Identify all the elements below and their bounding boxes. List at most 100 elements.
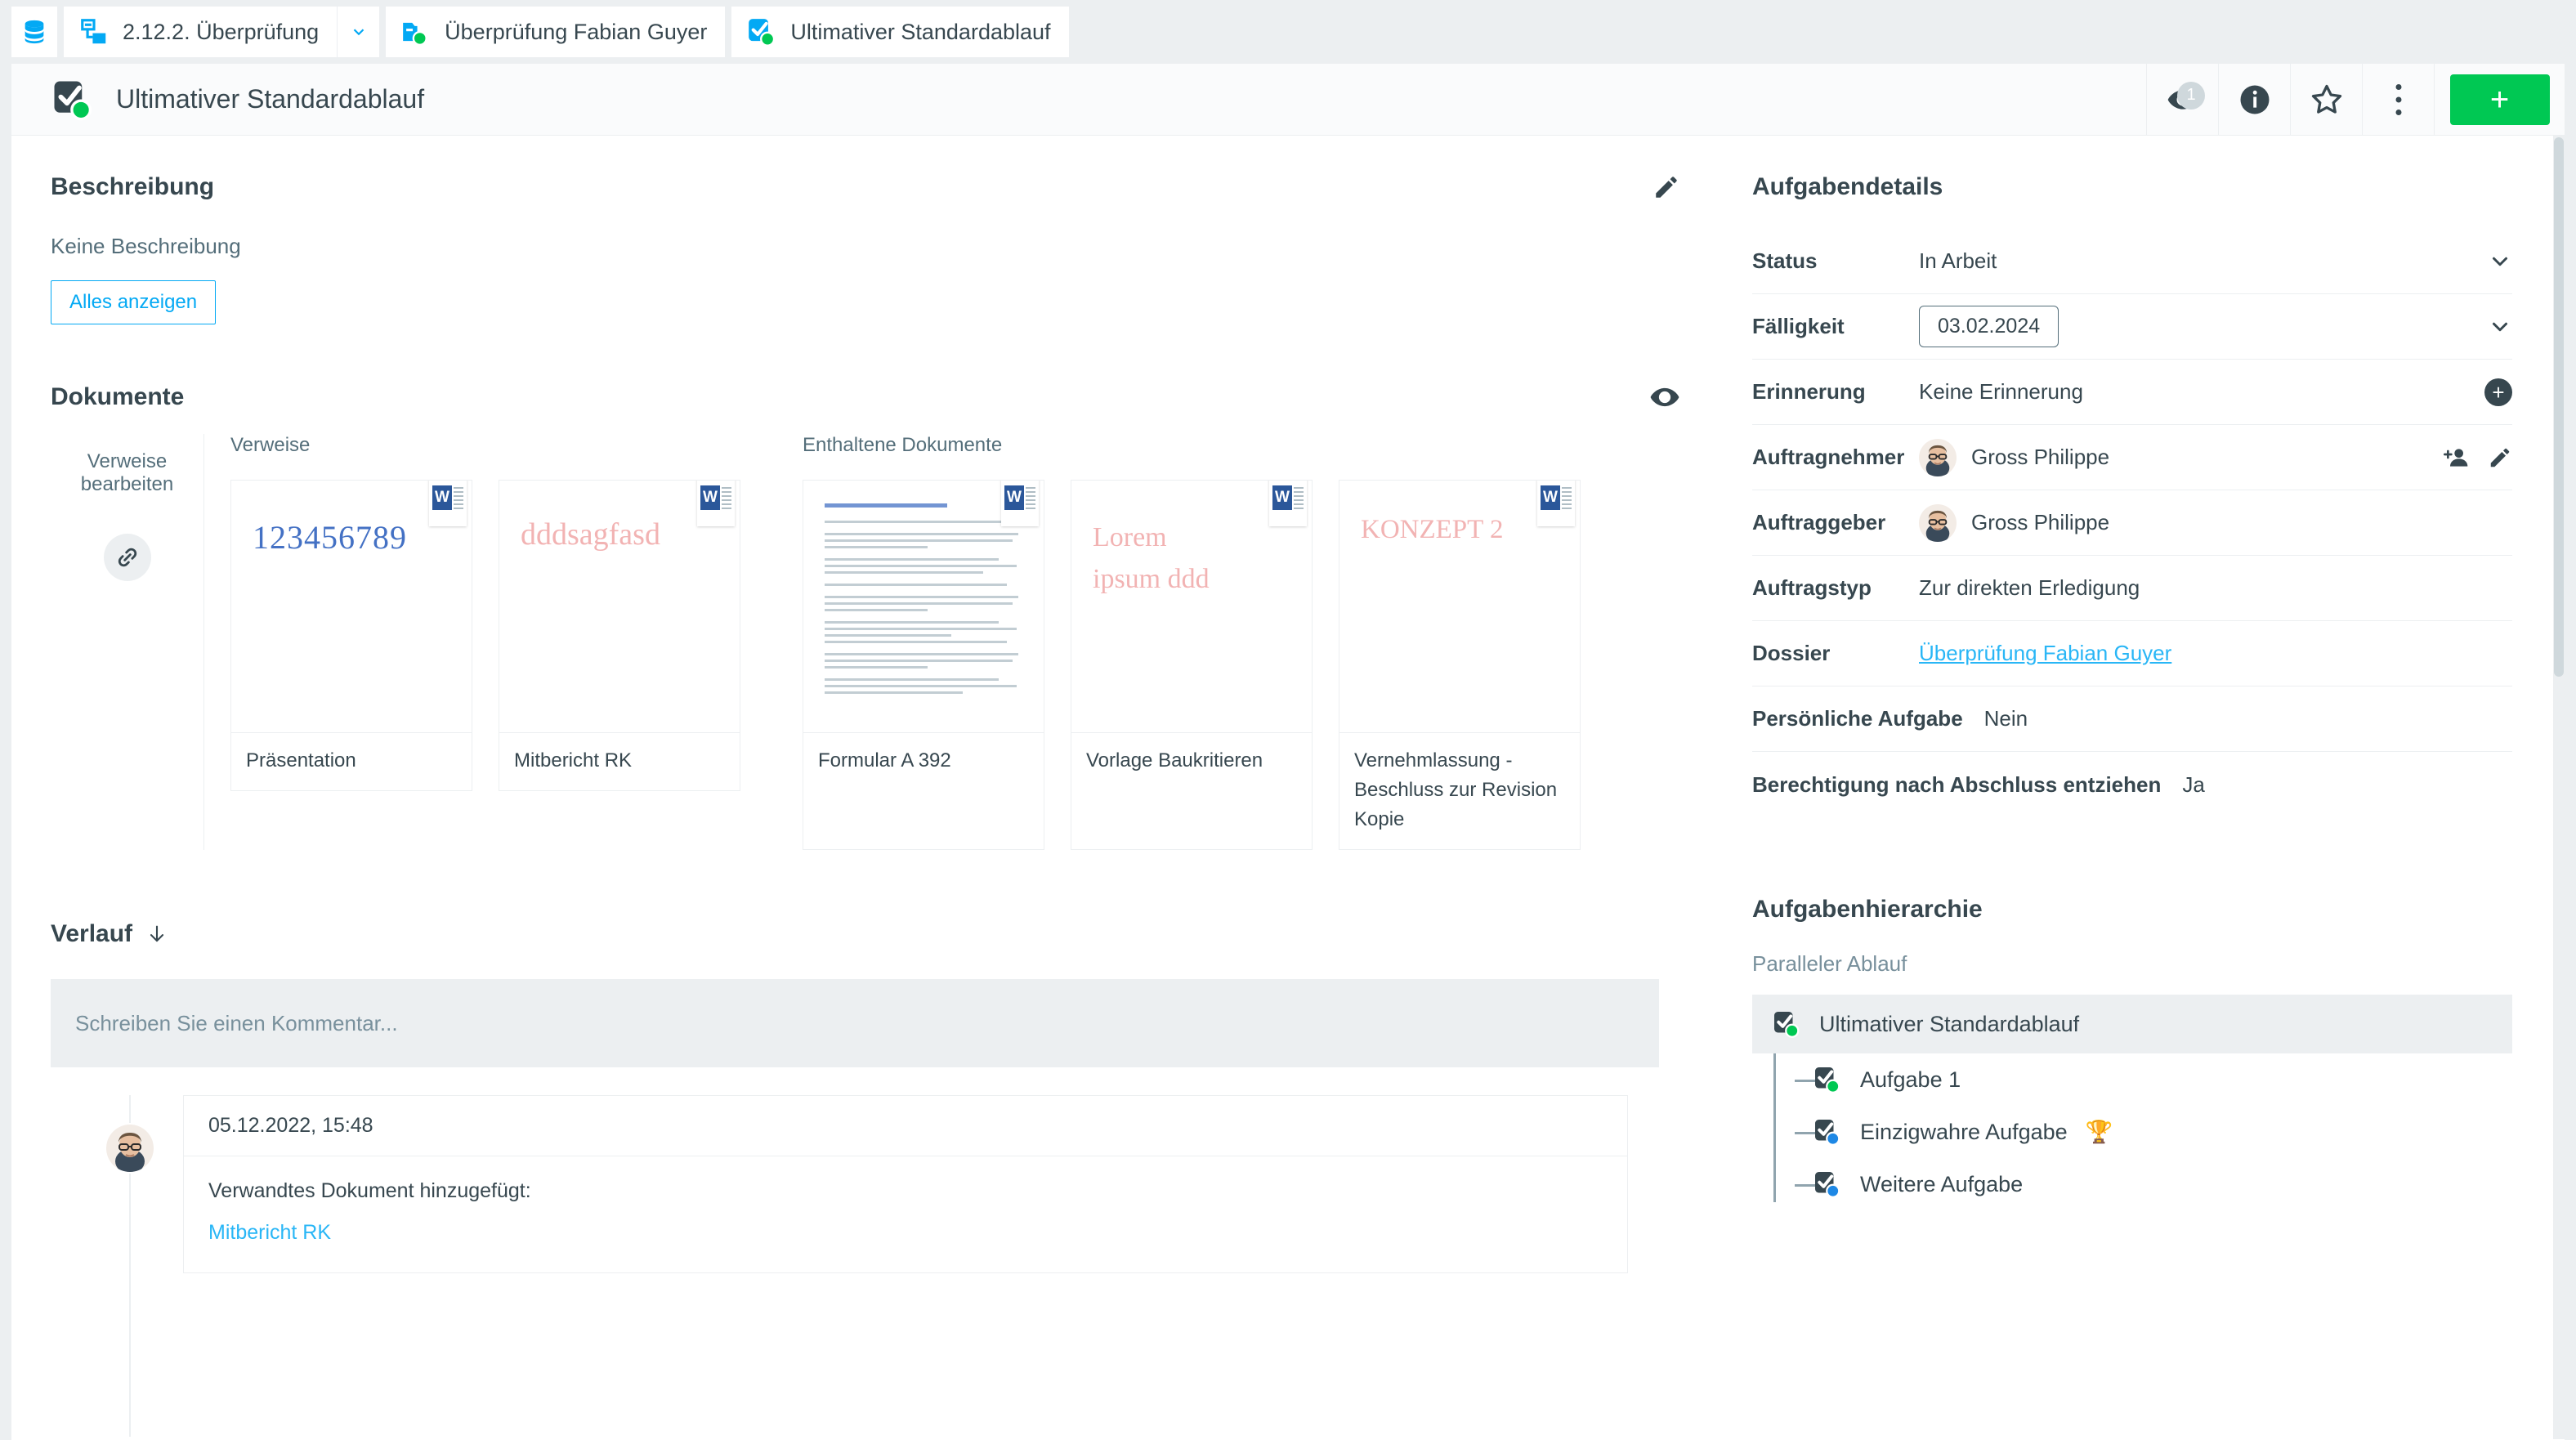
plus-circle-icon[interactable]: +: [2484, 378, 2512, 406]
left-column: Beschreibung Keine Beschreibung Alles an…: [11, 136, 1720, 1439]
link-icon[interactable]: [103, 534, 151, 581]
more-vertical-icon[interactable]: [2362, 64, 2434, 136]
right-column: Aufgabendetails Status In Arbeit: [1720, 136, 2565, 1439]
add-button[interactable]: +: [2449, 74, 2550, 125]
page-surface: Ultimativer Standardablauf 1: [11, 64, 2565, 1440]
document-caption: Formular A 392: [803, 732, 1044, 790]
file-lines: [722, 487, 731, 512]
show-all-button[interactable]: Alles anzeigen: [51, 280, 217, 324]
preview-text: 123456789: [253, 519, 407, 556]
chevron-down-icon[interactable]: [337, 7, 380, 57]
detail-row-reminder: Erinnerung Keine Erinnerung +: [1752, 360, 2512, 425]
add-button-wrap: +: [2434, 64, 2565, 136]
content-columns: Beschreibung Keine Beschreibung Alles an…: [11, 136, 2565, 1439]
document-groups: Verweise 123456789 W: [204, 434, 1720, 850]
tab-bar: 2.12.2. Überprüfung Überprüfung Fabian G…: [0, 0, 2576, 64]
history-text: Verwandtes Dokument hinzugefügt:: [208, 1179, 531, 1202]
chevron-down-icon[interactable]: [2488, 315, 2512, 339]
org-unit-icon: [78, 16, 110, 47]
watchers-count-badge: 1: [2177, 81, 2205, 110]
description-header: Beschreibung: [51, 173, 1720, 201]
document-card[interactable]: KONZEPT 2 W Vernehmlassung - Beschluss z…: [1339, 480, 1581, 850]
group-label: Enthaltene Dokumente: [803, 434, 1003, 456]
row-actions: [2488, 315, 2512, 339]
add-person-icon[interactable]: [2444, 445, 2470, 471]
preview-text: Lorem ipsum ddd: [1093, 522, 1210, 594]
tree-node-child[interactable]: Weitere Aufgabe: [1773, 1158, 2512, 1210]
tree-node-root[interactable]: Ultimativer Standardablauf: [1752, 995, 2512, 1053]
chevron-down-icon[interactable]: [2488, 249, 2512, 274]
task-details-title: Aufgabendetails: [1752, 173, 1943, 200]
hierarchy-tree: Ultimativer Standardablauf: [1752, 995, 2512, 1210]
file-lines: [1562, 487, 1572, 512]
comment-input[interactable]: Schreiben Sie einen Kommentar...: [51, 979, 1659, 1067]
row-actions: [2444, 445, 2512, 471]
eye-icon[interactable]: [1649, 382, 1680, 413]
detail-label: Auftragstyp: [1752, 575, 1872, 600]
detail-value: Keine Erinnerung: [1919, 379, 2083, 404]
document-caption: Vernehmlassung - Beschluss zur Revision …: [1339, 732, 1580, 849]
thumb-list: W Formular A 392 Lorem ipsum: [803, 480, 1581, 850]
word-letter: W: [1272, 485, 1292, 510]
tree-tick: [1795, 1080, 1816, 1082]
detail-label: Auftragnehmer: [1752, 445, 1905, 469]
detail-row-assignee: Auftragnehmer: [1752, 425, 2512, 490]
detail-label: Status: [1752, 248, 1818, 273]
tree-connector: [1773, 1053, 1776, 1202]
tab-task-active[interactable]: Ultimativer Standardablauf: [731, 7, 1069, 57]
database-icon[interactable]: [11, 7, 57, 57]
scrollbar-track[interactable]: [2553, 136, 2565, 1439]
tree-node-label: Ultimativer Standardablauf: [1819, 1011, 2080, 1036]
hierarchy-title: Aufgabenhierarchie: [1752, 896, 1983, 923]
tab-label: Überprüfung Fabian Guyer: [445, 19, 708, 44]
tree-node-child[interactable]: Aufgabe 1: [1773, 1053, 2512, 1106]
word-file-icon: W: [1269, 481, 1307, 526]
file-lines: [1026, 487, 1035, 512]
tab-label: Ultimativer Standardablauf: [790, 19, 1051, 44]
pencil-icon[interactable]: [1652, 173, 1680, 201]
document-card[interactable]: W Formular A 392: [803, 480, 1044, 850]
scrollbar-thumb[interactable]: [2554, 137, 2564, 677]
edit-references-column: Verweise bearbeiten: [51, 434, 204, 850]
documents-title: Dokumente: [51, 383, 185, 410]
detail-label: Erinnerung: [1752, 379, 1866, 404]
detail-value-wrap: 03.02.2024: [1919, 306, 2488, 347]
document-card[interactable]: Lorem ipsum ddd W Vorlage Baukritieren: [1071, 480, 1313, 850]
dossier-folder-icon: [400, 16, 432, 47]
watchers-eye-icon[interactable]: 1: [2146, 64, 2218, 136]
trophy-icon: 🏆: [2085, 1120, 2113, 1144]
dossier-link[interactable]: Überprüfung Fabian Guyer: [1919, 641, 2172, 665]
star-icon[interactable]: [2290, 64, 2362, 136]
info-icon[interactable]: [2218, 64, 2290, 136]
detail-value: In Arbeit: [1919, 248, 1997, 273]
detail-label: Auftraggeber: [1752, 510, 1886, 534]
preview-text: dddsagfasd: [521, 517, 660, 552]
documents-body: Verweise bearbeiten: [51, 434, 1720, 850]
word-file-icon: W: [1537, 481, 1575, 526]
thumb-list: 123456789 W Präsentation: [230, 480, 740, 791]
history-card-body: Verwandtes Dokument hinzugefügt: Mitberi…: [184, 1156, 1627, 1272]
document-preview: KONZEPT 2 W: [1339, 481, 1580, 732]
page-header: Ultimativer Standardablauf 1: [11, 64, 2565, 136]
tab-dossier[interactable]: Überprüfung Fabian Guyer: [386, 7, 726, 57]
detail-row-requester: Auftraggeber: [1752, 490, 2512, 556]
arrow-down-icon[interactable]: [145, 923, 168, 946]
page-header-left: Ultimativer Standardablauf: [11, 78, 2146, 122]
tab-org-unit[interactable]: 2.12.2. Überprüfung: [64, 7, 338, 57]
task-icon: [1772, 1009, 1801, 1039]
header-actions: 1: [2146, 64, 2565, 136]
document-caption: Vorlage Baukritieren: [1071, 732, 1312, 790]
word-letter: W: [1004, 485, 1024, 510]
task-icon: [1813, 1169, 1842, 1199]
tree-node-child[interactable]: Einzigwahre Aufgabe 🏆: [1773, 1106, 2512, 1158]
preview-text: KONZEPT 2: [1361, 515, 1504, 544]
detail-row-status: Status In Arbeit: [1752, 229, 2512, 294]
history-link[interactable]: Mitbericht RK: [208, 1221, 332, 1244]
word-file-icon: W: [1001, 481, 1039, 526]
document-card[interactable]: 123456789 W Präsentation: [230, 480, 472, 791]
due-date-field[interactable]: 03.02.2024: [1919, 306, 2059, 347]
document-card[interactable]: dddsagfasd W Mitbericht RK: [499, 480, 740, 791]
pencil-icon[interactable]: [2488, 445, 2512, 470]
task-details-rows: Status In Arbeit Fälligkeit 03.: [1752, 229, 2512, 817]
document-group-enthaltene: Enthaltene Dokumente: [740, 434, 1581, 850]
